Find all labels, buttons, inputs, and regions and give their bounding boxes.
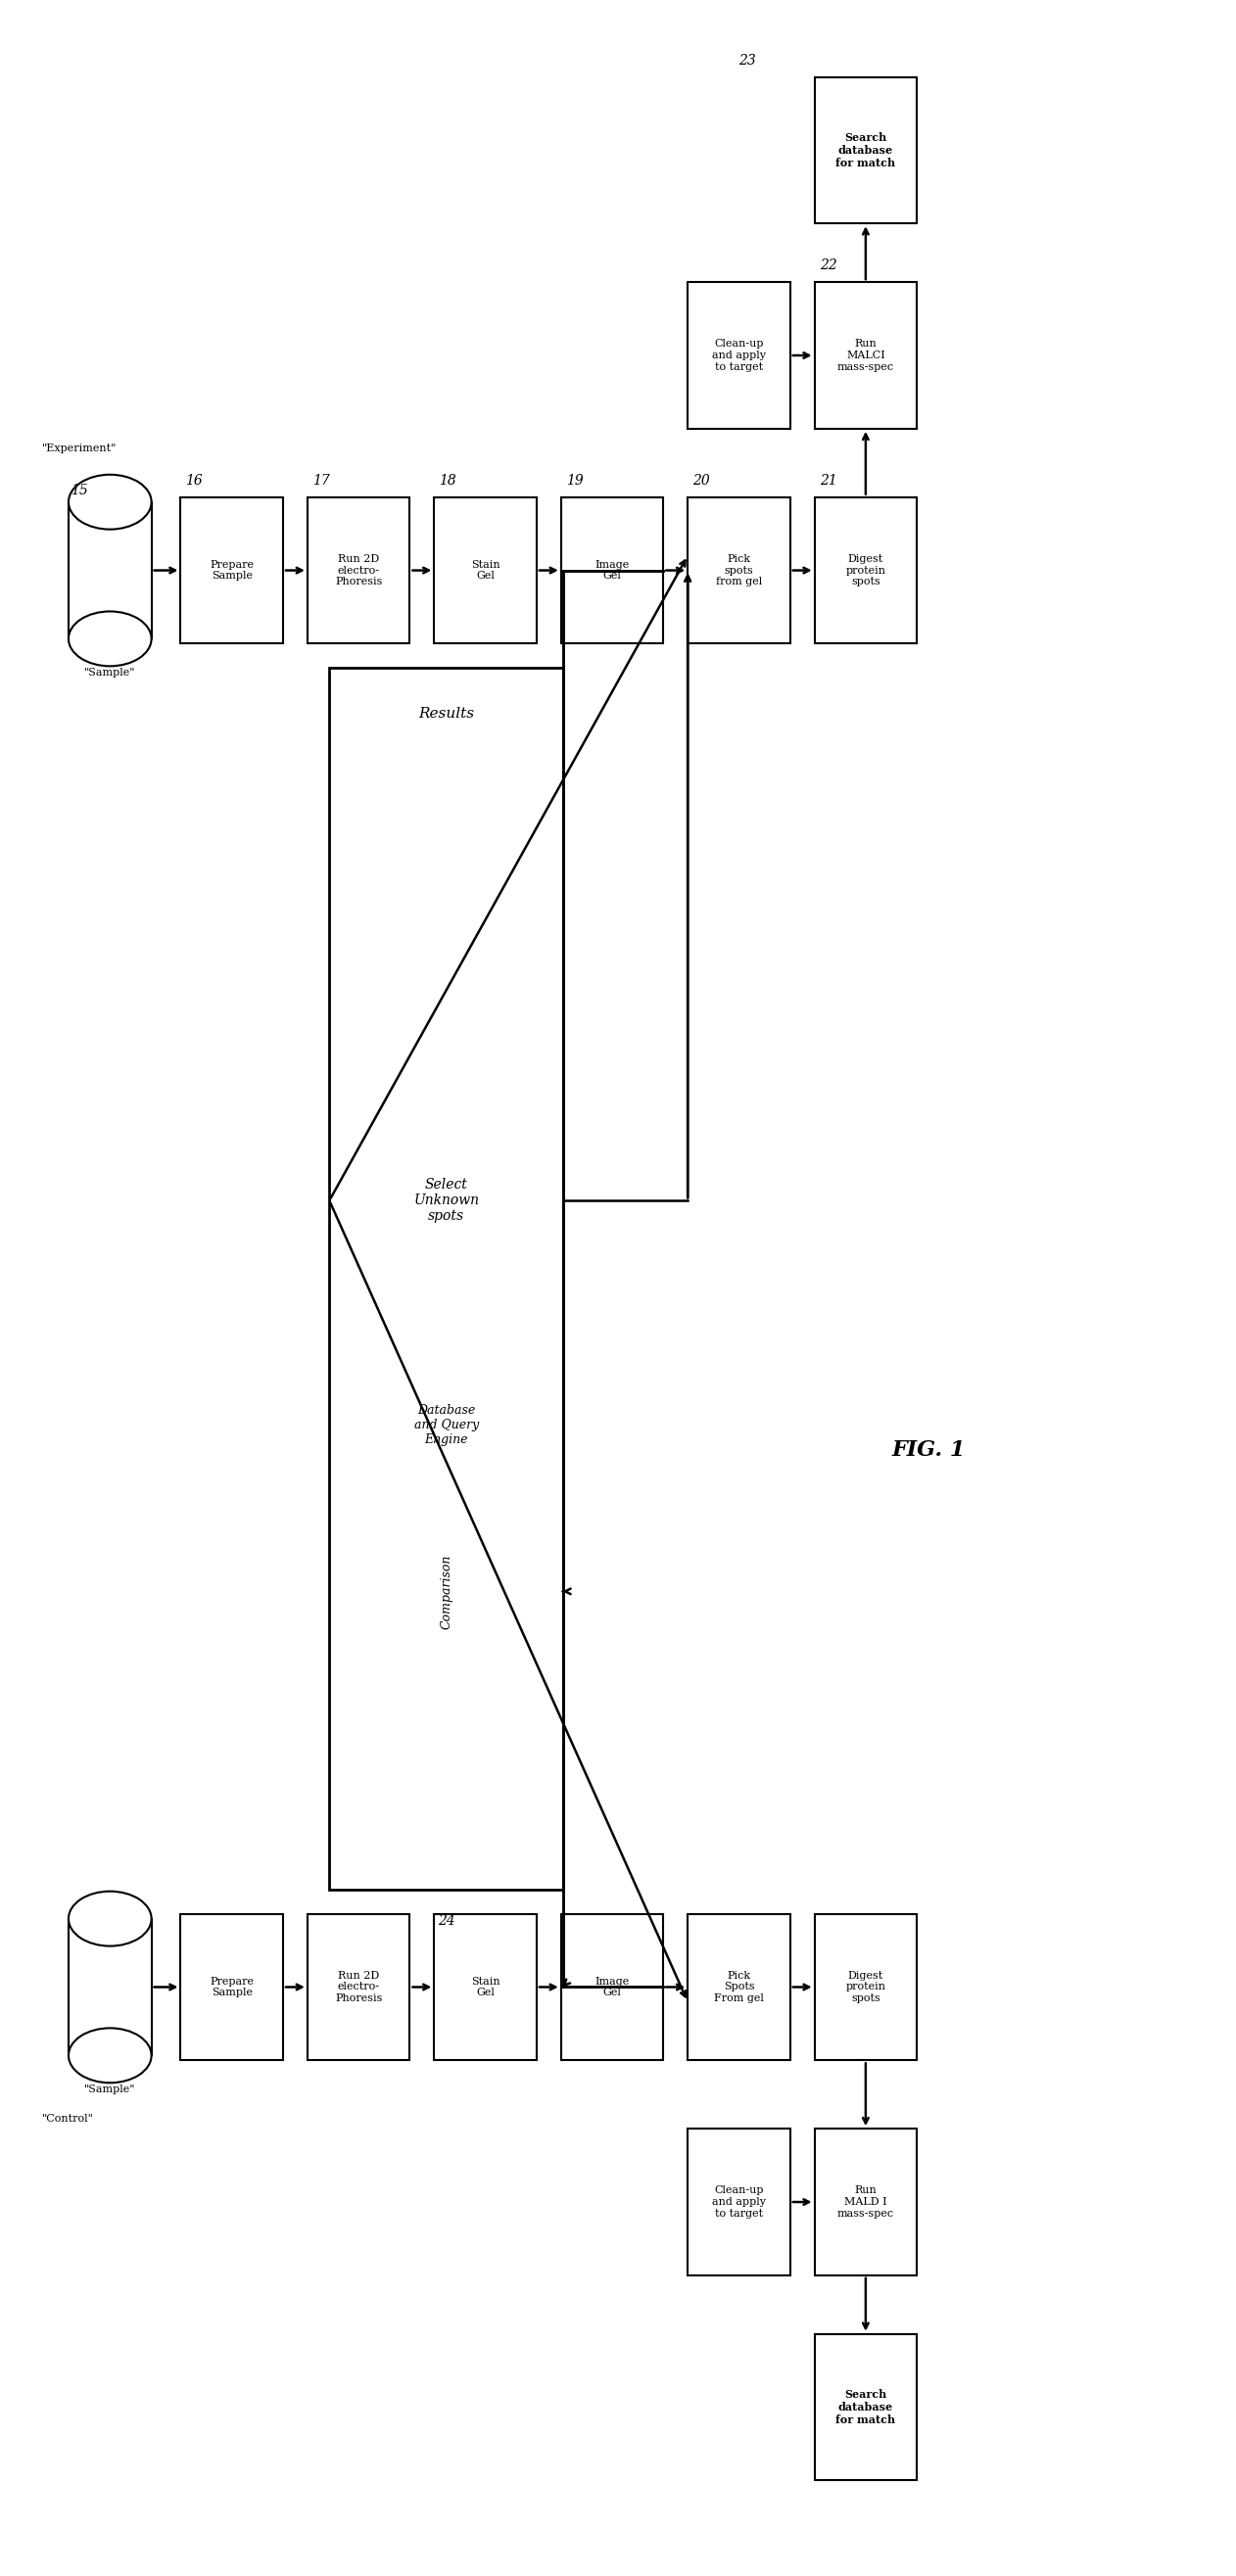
Text: 22: 22 <box>819 258 837 273</box>
Text: Run
MALCI
mass-spec: Run MALCI mass-spec <box>837 340 894 371</box>
Bar <box>815 283 917 428</box>
Text: Results: Results <box>419 708 475 721</box>
Bar <box>687 497 790 644</box>
Text: FIG. 1: FIG. 1 <box>892 1440 967 1461</box>
Bar <box>815 2334 917 2481</box>
Text: Prepare
Sample: Prepare Sample <box>210 1976 253 1996</box>
Bar <box>180 1914 283 2061</box>
Bar <box>687 283 790 428</box>
Bar <box>434 497 536 644</box>
Ellipse shape <box>68 2027 152 2084</box>
Text: 21: 21 <box>819 474 837 487</box>
Text: Pick
spots
from gel: Pick spots from gel <box>716 554 763 587</box>
Text: Clean-up
and apply
to target: Clean-up and apply to target <box>712 340 766 371</box>
Text: Pick
Spots
From gel: Pick Spots From gel <box>714 1971 764 2004</box>
Text: "Control": "Control" <box>42 2115 94 2123</box>
Bar <box>434 1914 536 2061</box>
Text: 20: 20 <box>692 474 709 487</box>
Ellipse shape <box>68 474 152 528</box>
Text: 23: 23 <box>739 54 756 67</box>
Text: 18: 18 <box>439 474 456 487</box>
Text: Comparison: Comparison <box>440 1553 452 1628</box>
Text: Run 2D
electro-
Phoresis: Run 2D electro- Phoresis <box>335 1971 382 2004</box>
Text: Run 2D
electro-
Phoresis: Run 2D electro- Phoresis <box>335 554 382 587</box>
Bar <box>815 77 917 224</box>
Bar <box>687 2128 790 2275</box>
Text: 16: 16 <box>185 474 203 487</box>
Bar <box>815 497 917 644</box>
Text: "Experiment": "Experiment" <box>42 443 116 453</box>
Text: Digest
protein
spots: Digest protein spots <box>845 554 886 587</box>
Text: Search
database
for match: Search database for match <box>836 131 896 167</box>
Text: 24: 24 <box>438 1914 455 1927</box>
Text: Digest
protein
spots: Digest protein spots <box>845 1971 886 2004</box>
Text: Prepare
Sample: Prepare Sample <box>210 559 253 582</box>
Bar <box>561 497 664 644</box>
Bar <box>815 2128 917 2275</box>
Ellipse shape <box>68 611 152 667</box>
Text: "Sample": "Sample" <box>84 667 136 677</box>
Text: Search
database
for match: Search database for match <box>836 2391 896 2424</box>
Bar <box>815 1914 917 2061</box>
Text: 15: 15 <box>70 484 88 497</box>
Text: 19: 19 <box>566 474 583 487</box>
Bar <box>561 1914 664 2061</box>
Bar <box>180 497 283 644</box>
Text: Database
and Query
Engine: Database and Query Engine <box>414 1404 478 1445</box>
Bar <box>329 667 564 1888</box>
Bar <box>68 1919 152 2056</box>
Text: Run
MALD I
mass-spec: Run MALD I mass-spec <box>837 2187 894 2218</box>
Text: Clean-up
and apply
to target: Clean-up and apply to target <box>712 2187 766 2218</box>
Text: 17: 17 <box>313 474 330 487</box>
Bar <box>308 497 410 644</box>
Text: "Sample": "Sample" <box>84 2084 136 2094</box>
Text: Stain
Gel: Stain Gel <box>471 559 499 582</box>
Bar <box>68 502 152 639</box>
Text: Select
Unknown
spots: Select Unknown spots <box>414 1177 480 1224</box>
Text: Image
Gel: Image Gel <box>595 559 629 582</box>
Bar <box>308 1914 410 2061</box>
Ellipse shape <box>68 1891 152 1945</box>
Bar <box>687 1914 790 2061</box>
Text: Image
Gel: Image Gel <box>595 1976 629 1996</box>
Text: Stain
Gel: Stain Gel <box>471 1976 499 1996</box>
